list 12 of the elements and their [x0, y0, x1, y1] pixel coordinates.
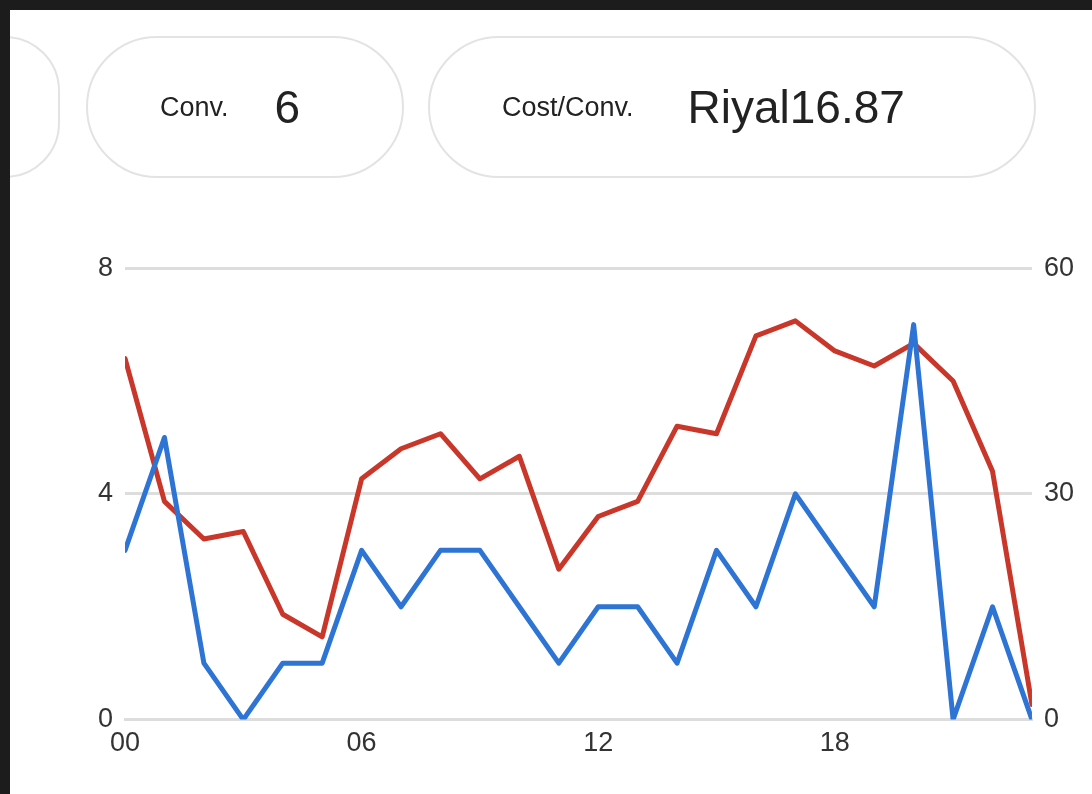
- x-tick-label: 06: [346, 727, 377, 758]
- x-tick-label: 12: [583, 727, 614, 758]
- y2-tick-label: 60: [1043, 251, 1075, 282]
- text: Conv.: [160, 91, 229, 123]
- y2-tick-label: 30: [1043, 477, 1075, 508]
- text: 6: [274, 80, 301, 134]
- text: Cost/Conv.: [502, 91, 634, 123]
- y-tick-label: 4: [97, 477, 114, 508]
- y-tick-label: 8: [97, 251, 114, 282]
- x-tick-label: 18: [819, 727, 850, 758]
- y2-tick-label: 0: [1043, 703, 1059, 734]
- text: Riyal16.87: [687, 80, 905, 134]
